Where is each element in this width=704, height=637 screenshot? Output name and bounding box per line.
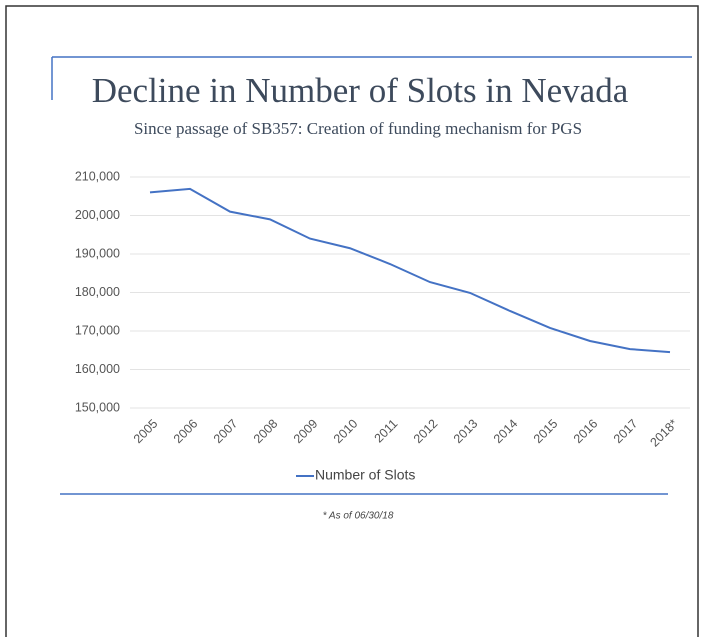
chart-title: Decline in Number of Slots in Nevada [92,71,629,110]
slide-border [5,5,699,637]
chart-subtitle: Since passage of SB357: Creation of fund… [134,119,582,138]
y-tick-label: 170,000 [75,323,120,337]
data-line [149,187,671,354]
y-tick-label: 150,000 [75,400,120,414]
legend-label: Number of Slots [315,467,415,483]
y-tick-label: 160,000 [75,362,120,376]
footnote: * As of 06/30/18 [323,511,394,522]
y-tick-label: 190,000 [75,246,120,260]
y-tick-label: 200,000 [75,208,120,222]
y-tick-label: 180,000 [75,285,120,299]
y-tick-label: 210,000 [75,169,120,183]
